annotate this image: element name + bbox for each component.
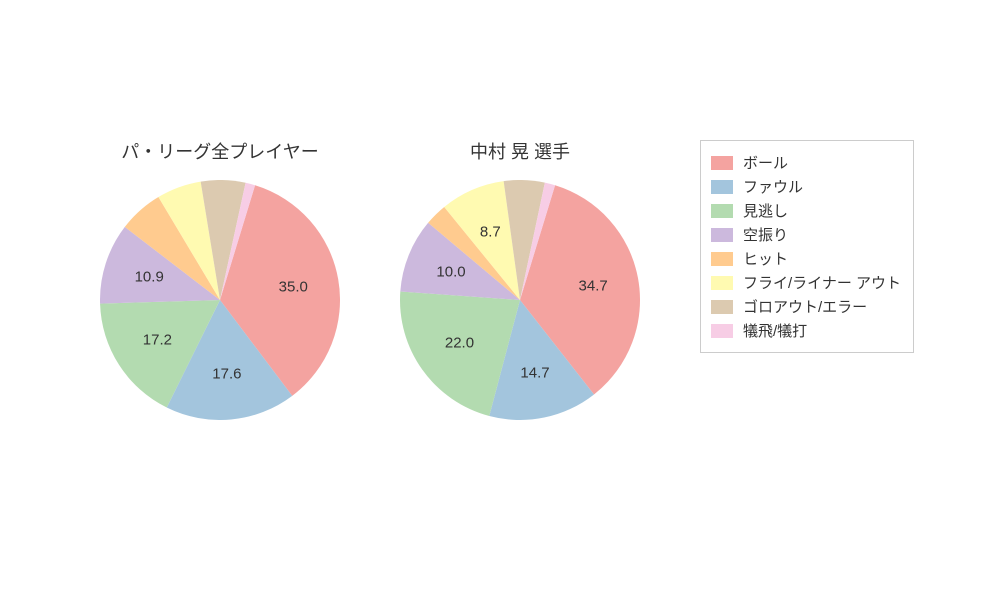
legend-text-5: フライ/ライナー アウト — [743, 272, 901, 293]
pie-title-1: 中村 晃 選手 — [400, 138, 640, 164]
chart-stage: パ・リーグ全プレイヤー 35.0 17.6 17.2 10.9 中村 晃 選手 34.7 14… — [0, 0, 1000, 600]
pie-0-label-2: 17.2 — [143, 332, 172, 349]
legend-swatch-7 — [711, 324, 733, 338]
legend-item-4: ヒット — [711, 248, 901, 269]
legend-swatch-3 — [711, 228, 733, 242]
pie-0: パ・リーグ全プレイヤー35.017.617.210.9 — [100, 180, 340, 420]
legend-item-6: ゴロアウト/エラー — [711, 296, 901, 317]
legend-item-0: ボール — [711, 152, 901, 173]
legend-text-3: 空振り — [743, 224, 788, 245]
legend-text-7: 犠飛/犠打 — [743, 320, 807, 341]
legend-text-6: ゴロアウト/エラー — [743, 296, 867, 317]
legend-item-2: 見逃し — [711, 200, 901, 221]
legend-item-5: フライ/ライナー アウト — [711, 272, 901, 293]
pie-svg-1 — [400, 180, 640, 420]
pie-1-label-1: 14.7 — [520, 364, 549, 381]
pie-1: 中村 晃 選手34.714.722.010.08.7 — [400, 180, 640, 420]
legend-item-1: ファウル — [711, 176, 901, 197]
pie-title-0: パ・リーグ全プレイヤー — [100, 138, 340, 164]
pie-1-label-2: 22.0 — [445, 335, 474, 352]
legend-item-7: 犠飛/犠打 — [711, 320, 901, 341]
pie-1-label-5: 8.7 — [480, 223, 501, 240]
legend-text-4: ヒット — [743, 248, 788, 269]
pie-svg-0 — [100, 180, 340, 420]
legend-swatch-2 — [711, 204, 733, 218]
pie-0-label-0: 35.0 — [279, 279, 308, 296]
legend-swatch-4 — [711, 252, 733, 266]
legend-text-0: ボール — [743, 152, 788, 173]
legend-text-2: 見逃し — [743, 200, 788, 221]
legend: ボールファウル見逃し空振りヒットフライ/ライナー アウトゴロアウト/エラー犠飛/… — [700, 140, 914, 353]
legend-swatch-6 — [711, 300, 733, 314]
pie-0-label-1: 17.6 — [212, 366, 241, 383]
legend-swatch-1 — [711, 180, 733, 194]
legend-swatch-0 — [711, 156, 733, 170]
legend-item-3: 空振り — [711, 224, 901, 245]
pie-1-label-3: 10.0 — [436, 264, 465, 281]
pie-0-label-3: 10.9 — [135, 269, 164, 286]
legend-text-1: ファウル — [743, 176, 803, 197]
legend-swatch-5 — [711, 276, 733, 290]
pie-1-label-0: 34.7 — [579, 278, 608, 295]
